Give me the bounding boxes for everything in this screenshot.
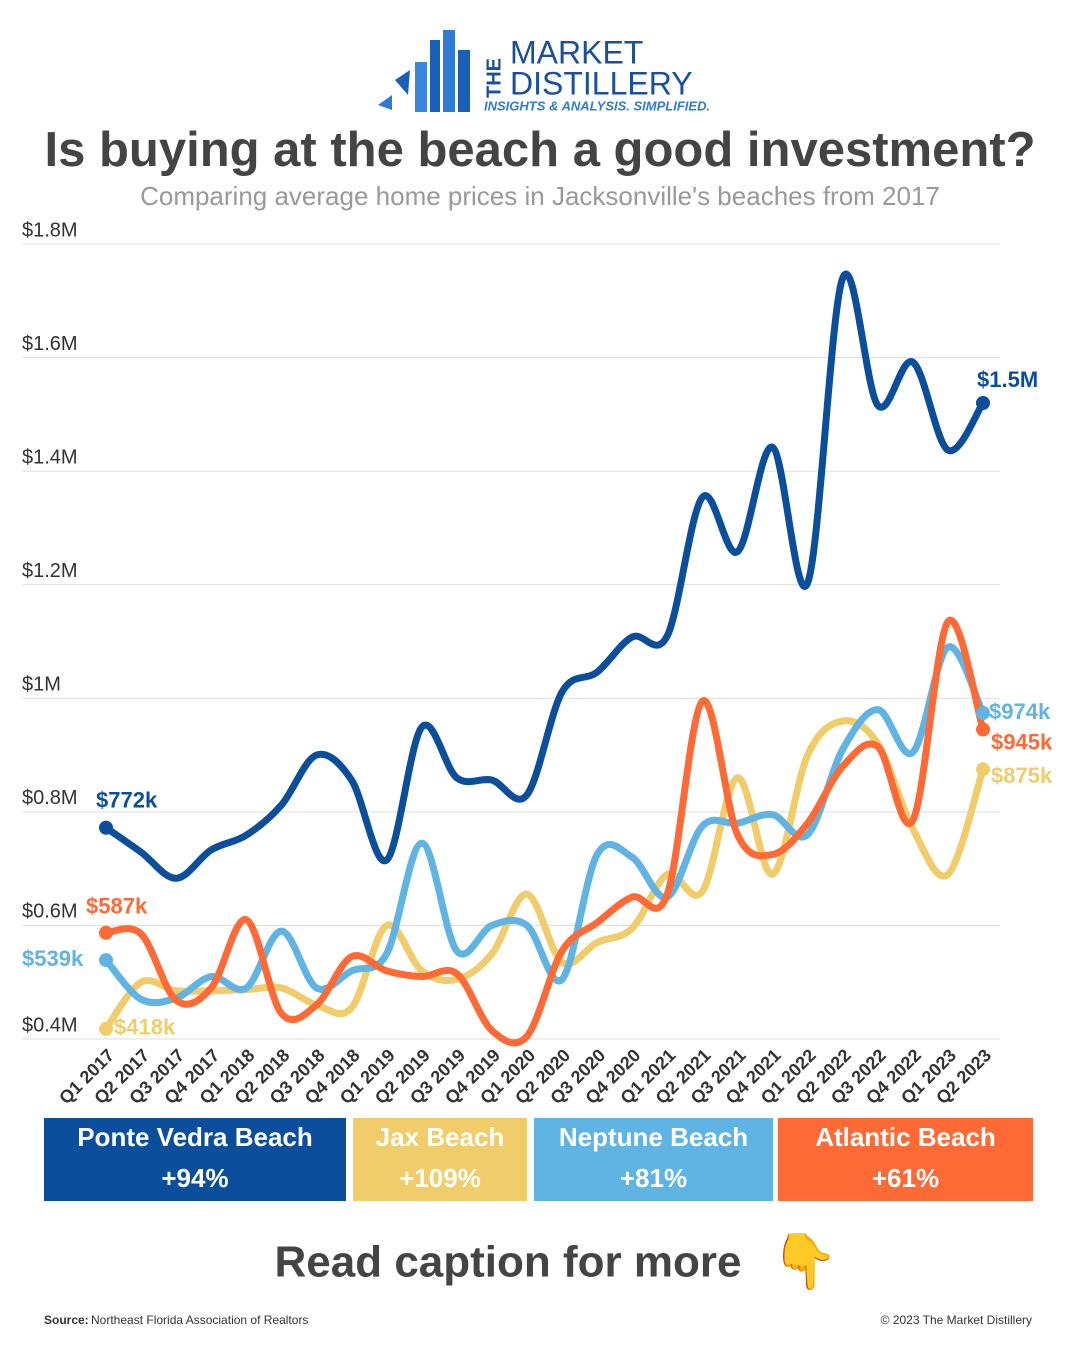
- value-label: $418k: [114, 1015, 176, 1040]
- y-tick-label: $0.8M: [22, 787, 78, 809]
- y-tick-label: $1M: [22, 674, 61, 696]
- y-tick-label: $1.6M: [22, 333, 78, 355]
- value-label: $772k: [96, 788, 158, 813]
- series-line: [102, 270, 987, 882]
- y-tick-label: $1.8M: [22, 219, 78, 241]
- end-point: [99, 925, 113, 940]
- series-line: [102, 643, 987, 1007]
- legend-change: +81%: [620, 1163, 687, 1193]
- value-label: $587k: [86, 894, 148, 919]
- logo-bar: [443, 30, 455, 112]
- logo-the: THE: [483, 58, 505, 98]
- legend-change: +109%: [399, 1163, 481, 1193]
- end-point: [99, 1021, 113, 1036]
- legend-name: Ponte Vedra Beach: [77, 1122, 313, 1152]
- y-tick-label: $1.4M: [22, 446, 78, 468]
- end-point: [99, 953, 113, 968]
- end-point: [976, 396, 990, 410]
- value-label: $974k: [989, 699, 1051, 724]
- cta-emoji: 👇: [771, 1231, 838, 1293]
- value-label: $539k: [22, 946, 84, 971]
- cta: Read caption for more: [275, 1238, 742, 1287]
- logo-shard: [395, 70, 410, 95]
- chart-subtitle: Comparing average home prices in Jackson…: [140, 181, 940, 211]
- end-point: [976, 722, 990, 737]
- y-tick-label: $0.6M: [22, 901, 78, 923]
- end-point: [976, 706, 990, 721]
- y-tick-label: $0.4M: [22, 1014, 78, 1036]
- legend-box: [534, 1118, 773, 1201]
- legend-name: Jax Beach: [376, 1122, 505, 1152]
- legend-box: [778, 1118, 1033, 1201]
- value-label: $1.5M: [977, 367, 1038, 392]
- y-tick-label: $1.2M: [22, 560, 78, 582]
- series-line: [102, 616, 987, 1047]
- logo-tagline: INSIGHTS & ANALYSIS. SIMPLIFIED.: [484, 98, 710, 113]
- legend-box: [353, 1118, 527, 1201]
- value-label: $875k: [991, 763, 1053, 788]
- legend-name: Neptune Beach: [559, 1122, 748, 1152]
- end-point: [976, 762, 990, 777]
- source-label: Source:: [44, 1313, 89, 1327]
- legend-box: [44, 1118, 346, 1201]
- legend-change: +94%: [161, 1163, 228, 1193]
- logo-line2: DISTILLERY: [510, 65, 693, 101]
- legend-change: +61%: [872, 1163, 939, 1193]
- copyright: © 2023 The Market Distillery: [881, 1313, 1032, 1327]
- end-point: [99, 820, 113, 835]
- logo-line1: MARKET: [510, 34, 643, 70]
- logo-bar: [458, 50, 470, 112]
- legend-name: Atlantic Beach: [815, 1122, 996, 1152]
- value-label: $945k: [991, 729, 1053, 754]
- logo: THE MARKET DISTILLERY INSIGHTS & ANALYSI…: [378, 30, 710, 113]
- logo-shard: [378, 95, 392, 110]
- logo-bar: [430, 40, 440, 112]
- chart-title: Is buying at the beach a good investment…: [44, 123, 1035, 177]
- series-line: [102, 717, 987, 1033]
- logo-bar: [415, 62, 427, 112]
- source: Northeast Florida Association of Realtor…: [91, 1313, 308, 1327]
